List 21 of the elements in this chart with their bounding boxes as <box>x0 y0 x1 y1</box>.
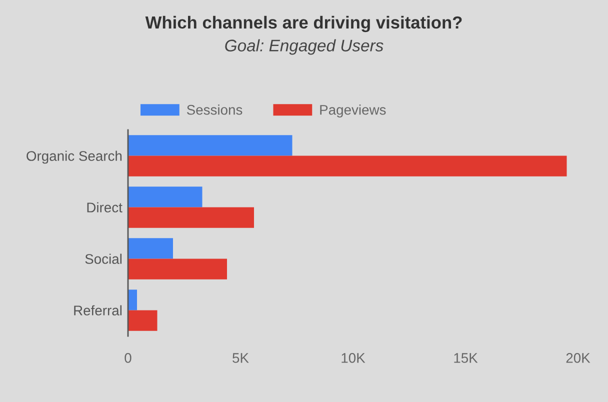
x-tick-label: 10K <box>342 353 366 363</box>
bar <box>128 207 254 228</box>
y-tick-label: Social <box>85 254 122 264</box>
bar <box>128 156 567 176</box>
x-tick-label: 5K <box>232 353 249 363</box>
legend-label: Sessions <box>186 104 242 115</box>
bar <box>128 186 202 208</box>
bar <box>128 258 227 280</box>
chart-title: Which channels are driving visitation? <box>145 16 462 32</box>
bar <box>128 238 173 259</box>
x-tick-label: 0 <box>124 353 132 363</box>
x-tick-label: 15K <box>454 353 478 363</box>
bar <box>128 135 292 156</box>
y-tick-label: Referral <box>74 305 122 316</box>
legend-label: Pageviews <box>320 104 386 118</box>
bar <box>128 290 137 310</box>
chart-subtitle: Goal: Engaged Users <box>225 39 384 55</box>
y-tick-label: Direct <box>87 202 122 212</box>
x-tick-label: 20K <box>566 353 590 363</box>
y-tick-label: Organic Search <box>26 150 122 164</box>
bar <box>128 310 158 331</box>
